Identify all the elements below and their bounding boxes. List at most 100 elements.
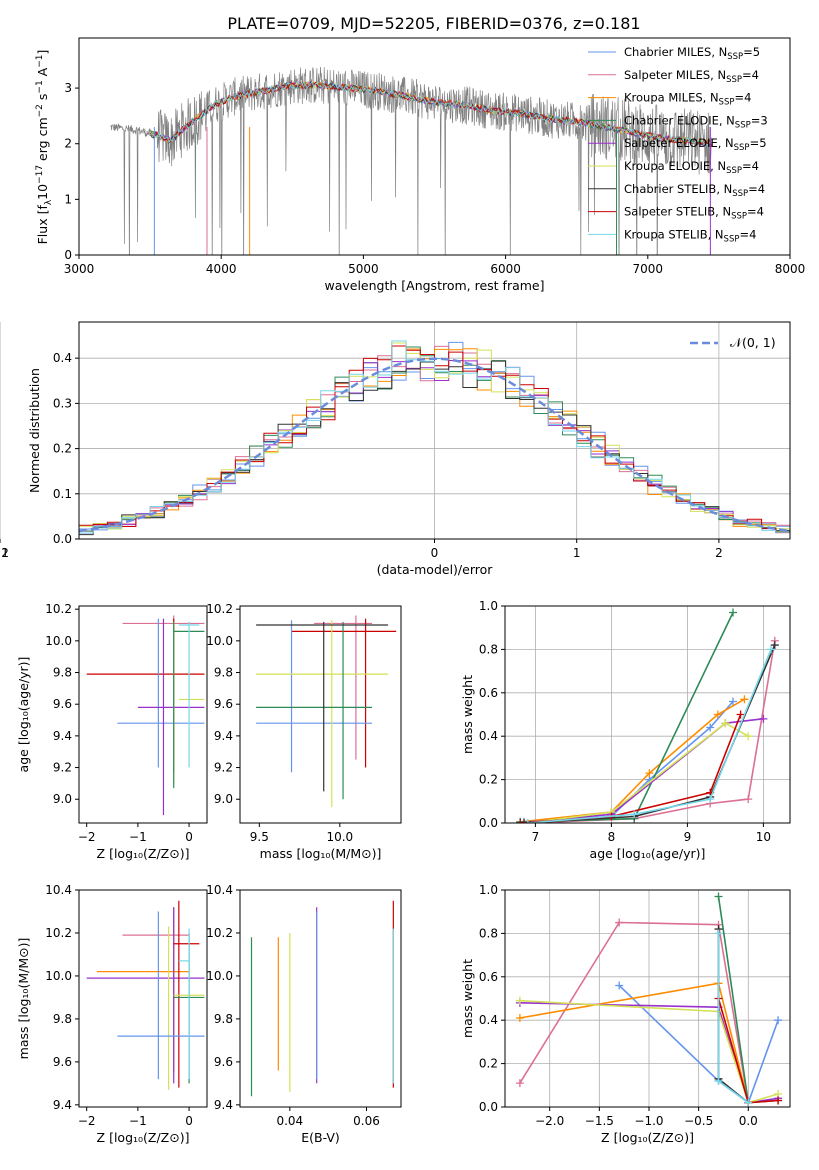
y-axis-label-part: erg cm — [35, 117, 50, 165]
series-marker — [774, 1016, 783, 1025]
series-marker — [759, 714, 768, 723]
x-tick-label: 0 — [185, 1114, 193, 1128]
series-marker — [615, 918, 624, 927]
y-tick-label: 2 — [64, 137, 72, 151]
y-tick-label: 10.2 — [206, 926, 233, 940]
x-tick-label: 0.0 — [739, 1114, 758, 1128]
legend-label: Chabrier ELODIE, NSSP=3 — [624, 113, 768, 130]
mass-weight-vs-age-panel: 7 8 9 10 0.0 0.2 0.4 0.6 0.8 1.0 age [log₁₀(age/yr… — [460, 599, 791, 861]
x-tick-label: 3000 — [64, 262, 95, 276]
x-axis-label: E(B-V) — [301, 1130, 340, 1145]
legend-label-val: =4 — [742, 68, 759, 82]
y-tick-label: 10.2 — [206, 602, 233, 616]
legend-label: Salpeter MILES, NSSP=4 — [624, 68, 759, 85]
y-tick-label: 9.8 — [53, 666, 72, 680]
model-spectrum — [149, 81, 712, 147]
series-line — [519, 999, 779, 1104]
series-marker — [523, 819, 532, 823]
y-tick-label: 0.0 — [479, 1100, 498, 1114]
series-marker — [744, 795, 753, 804]
legend-label-sub: SSP — [726, 75, 742, 85]
y-tick-label: 9.2 — [214, 761, 233, 775]
series-marker — [515, 1079, 524, 1088]
legend-label-val: =5 — [743, 45, 760, 59]
residual-histogram-panel: −2−1 0 1 2 0.0 0.1 0.2 0.3 0.4 (data-model)/error… — [0, 321, 791, 577]
series-line — [527, 649, 772, 823]
x-tick-label: 0.04 — [276, 1114, 303, 1128]
y-tick-label: 0.4 — [53, 351, 72, 365]
y-tick-label: 0.2 — [479, 1057, 498, 1071]
y-axis-label-part: −1 — [35, 80, 45, 93]
y-tick-label: 1.0 — [479, 599, 498, 613]
y-tick-label: 0.8 — [479, 642, 498, 656]
x-tick-label: 6000 — [490, 262, 521, 276]
y-axis-label: Flux [fλ10−17 erg cm−2 s−1 A−1] — [35, 50, 54, 245]
legend-label: Kroupa ELODIE, NSSP=4 — [624, 159, 759, 176]
x-axis-label: Z [log₁₀(Z/Z⊙)] — [601, 1130, 694, 1145]
series-marker — [520, 819, 528, 823]
x-tick-label: −1.0 — [634, 1114, 663, 1128]
legend-label: Chabrier MILES, NSSP=5 — [624, 45, 760, 62]
histogram-steps — [79, 340, 790, 536]
y-tick-label: 10.2 — [45, 602, 72, 616]
series-marker — [706, 795, 715, 804]
y-axis-label-part: λ — [44, 199, 54, 205]
errorbars — [86, 615, 205, 816]
spectrum-lines — [110, 66, 712, 255]
y-axis-label-part: Flux [f — [35, 205, 50, 245]
y-axis-label-part: ] — [35, 50, 50, 55]
x-tick-label: −2 — [78, 830, 96, 844]
legend-label-sub: SSP — [726, 166, 742, 176]
series-marker — [729, 697, 737, 706]
series-marker — [744, 732, 753, 741]
x-tick-label: −1.5 — [585, 1114, 614, 1128]
g-p8-frame — [504, 889, 791, 1108]
legend-label-val: =3 — [751, 113, 768, 127]
series-line — [520, 718, 764, 823]
y-tick-label: 0.8 — [479, 926, 498, 940]
errorbars — [86, 900, 205, 1090]
legend-label-sub: SSP — [727, 52, 743, 62]
series-marker — [515, 996, 524, 1005]
legend-label-sub: SSP — [734, 143, 750, 153]
series-marker — [740, 695, 749, 704]
figure-title: PLATE=0709, MJD=52205, FIBERID=0376, z=0… — [227, 14, 640, 33]
legend-label-sub: SSP — [719, 98, 735, 108]
series-marker — [713, 710, 722, 719]
legend-label-val: =4 — [747, 205, 764, 219]
y-tick-label: 0.6 — [479, 970, 498, 984]
y-tick-label: 0.3 — [53, 396, 72, 410]
y-tick-label: 9.0 — [214, 792, 233, 806]
x-tick-label: 2 — [715, 546, 723, 560]
g-p5-frame — [504, 605, 791, 824]
series-marker — [714, 929, 723, 938]
x-tick-label: 0 — [185, 830, 193, 844]
x-axis-label: wavelength [Angstrom, rest frame] — [324, 278, 544, 293]
x-tick-label: 10 — [756, 830, 771, 844]
legend-label-sub: SSP — [731, 212, 747, 222]
y-tick-label: 9.0 — [53, 792, 72, 806]
y-tick-label: 10.4 — [206, 883, 233, 897]
age-vs-mass-panel: 9.5 10.0 9.0 9.2 9.4 9.6 9.8 10.0 10.2 mass [log₁… — [206, 602, 402, 861]
x-tick-label: 7000 — [633, 262, 664, 276]
histogram-frame — [78, 321, 791, 540]
x-tick-label: 1 — [573, 546, 581, 560]
series-marker — [645, 769, 654, 778]
legend-label-val: =4 — [742, 159, 759, 173]
legend-label-sub: SSP — [732, 189, 748, 199]
legend-label-sub: SSP — [724, 234, 740, 244]
series-marker — [770, 641, 779, 650]
g-p3-frame — [78, 605, 208, 824]
series-marker — [744, 1098, 753, 1107]
legend-label: 𝒩(0, 1) — [730, 335, 776, 350]
series-marker — [729, 608, 737, 617]
series-marker — [515, 1014, 524, 1023]
y-tick-label: 10.2 — [45, 926, 72, 940]
y-tick-label: 9.4 — [53, 1098, 72, 1112]
x-tick-label: 9 — [684, 830, 692, 844]
y-tick-label: 0.0 — [479, 816, 498, 830]
series-marker — [706, 723, 715, 732]
series-marker — [714, 1076, 723, 1085]
gaussian-curve — [79, 357, 790, 533]
series-marker — [714, 892, 723, 901]
